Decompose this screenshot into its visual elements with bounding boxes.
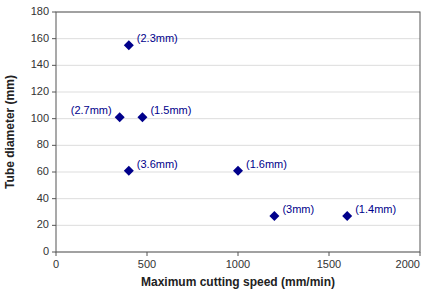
- point: [342, 211, 352, 221]
- point-label: (1.5mm): [150, 104, 191, 116]
- tick-label: 40: [37, 192, 49, 204]
- points: [115, 40, 353, 221]
- tick-mark: [147, 252, 148, 256]
- tick-mark: [52, 252, 56, 253]
- tick-label: 180: [31, 5, 49, 17]
- point: [124, 40, 134, 50]
- y-axis-label: Tube diameter (mm): [3, 75, 17, 189]
- tick-label: 2000: [396, 258, 420, 270]
- point-label: (1.6mm): [246, 158, 287, 170]
- tick-label: 120: [31, 85, 49, 97]
- point: [137, 112, 147, 122]
- point-label: (3.6mm): [137, 158, 178, 170]
- tick-label: 0: [53, 258, 59, 270]
- point: [233, 166, 243, 176]
- plot-frame: [56, 12, 420, 252]
- tick-label: 80: [37, 138, 49, 150]
- point-label: (3mm): [282, 203, 314, 215]
- tick-mark: [238, 252, 239, 256]
- point: [124, 166, 134, 176]
- point: [269, 211, 279, 221]
- tick-mark: [52, 172, 56, 173]
- point-label: (2.3mm): [137, 32, 178, 44]
- tick-mark: [329, 252, 330, 256]
- grid-line: [56, 38, 420, 39]
- tick-mark: [420, 252, 421, 256]
- tick-label: 500: [138, 258, 156, 270]
- tick-label: 140: [31, 58, 49, 70]
- tick-mark: [52, 12, 56, 13]
- grid-line: [56, 145, 420, 146]
- grid-line: [56, 65, 420, 66]
- tick-mark: [52, 145, 56, 146]
- tick-mark: [52, 65, 56, 66]
- tick-mark: [52, 198, 56, 199]
- tick-label: 100: [31, 112, 49, 124]
- grid-line: [56, 225, 420, 226]
- tick-label: 20: [37, 218, 49, 230]
- tick-mark: [52, 118, 56, 119]
- point-label: (2.7mm): [71, 104, 112, 116]
- tick-mark: [52, 92, 56, 93]
- grid-line: [56, 198, 420, 199]
- tick-label: 60: [37, 165, 49, 177]
- plot-area: [56, 12, 420, 252]
- tick-mark: [52, 38, 56, 39]
- tick-label: 1000: [226, 258, 250, 270]
- tick-label: 0: [43, 245, 49, 257]
- tick-label: 160: [31, 32, 49, 44]
- point-label: (1.4mm): [355, 203, 396, 215]
- x-axis-label: Maximum cutting speed (mm/min): [141, 275, 335, 289]
- point: [115, 112, 125, 122]
- tick-mark: [52, 225, 56, 226]
- chart: 0 20 40 60 80 100 120 140 160 180 0 500 1000 1500 2000…: [0, 0, 434, 294]
- tick-label: 1500: [317, 258, 341, 270]
- grid-line: [56, 92, 420, 93]
- grid-line: [56, 118, 420, 119]
- tick-mark: [56, 252, 57, 256]
